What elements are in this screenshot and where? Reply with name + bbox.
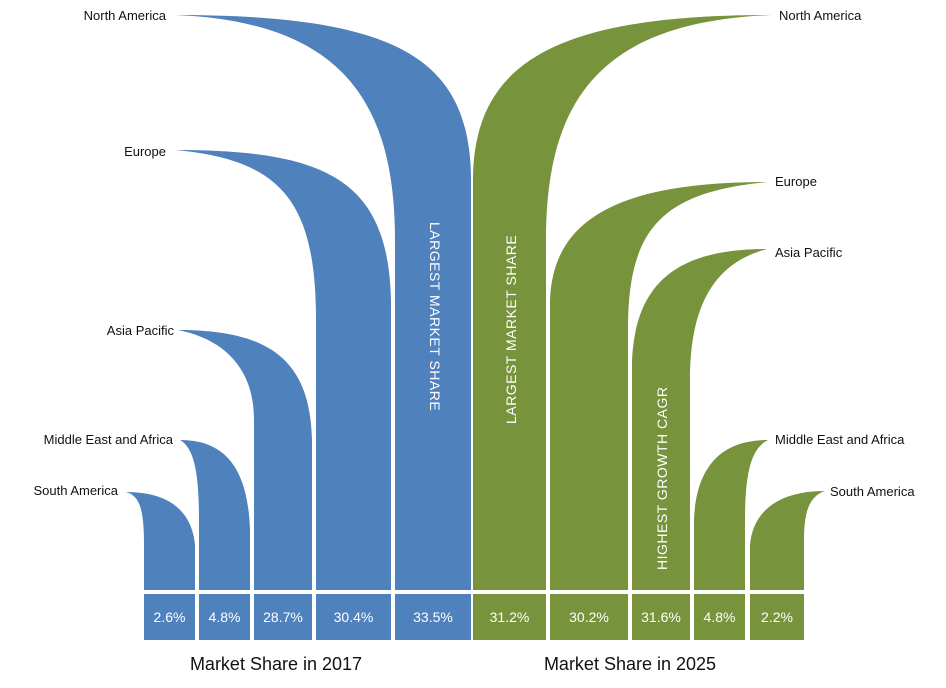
bar-2017-north-america <box>176 15 471 590</box>
value-label-2025-middle-east-africa: 4.8% <box>704 609 736 625</box>
series-2025 <box>473 15 825 640</box>
region-label-2017-south-america: South America <box>33 483 118 498</box>
value-box-2025-2 <box>632 594 690 640</box>
region-label-2017-north-america: North America <box>84 8 167 23</box>
bar-2025-south-america <box>750 491 825 590</box>
value-label-2017-north-america: 33.5% <box>413 609 453 625</box>
value-box-2025-4 <box>750 594 804 640</box>
callout-2025-highest-growth-cagr: HIGHEST GROWTH CAGR <box>654 387 670 570</box>
value-label-2025-asia-pacific: 31.6% <box>641 609 681 625</box>
value-label-2025-south-america: 2.2% <box>761 609 793 625</box>
bar-2017-middle-east-africa <box>180 440 250 590</box>
bar-2025-north-america <box>473 15 771 590</box>
bar-2017-south-america <box>126 492 195 590</box>
caption-2025: Market Share in 2025 <box>544 654 716 674</box>
value-label-2017-middle-east-africa: 4.8% <box>209 609 241 625</box>
value-box-2017-4 <box>395 594 471 640</box>
region-label-2017-europe: Europe <box>124 144 166 159</box>
value-label-2017-south-america: 2.6% <box>154 609 186 625</box>
series-2017 <box>126 15 471 640</box>
value-label-2017-europe: 30.4% <box>334 609 374 625</box>
value-box-2017-1 <box>199 594 250 640</box>
callout-2017-largest-market-share: LARGEST MARKET SHARE <box>427 222 443 411</box>
region-label-2025-south-america: South America <box>830 484 915 499</box>
region-label-2017-asia-pacific: Asia Pacific <box>107 323 175 338</box>
bar-2017-europe <box>176 150 391 590</box>
value-label-2025-north-america: 31.2% <box>490 609 530 625</box>
value-box-2025-1 <box>550 594 628 640</box>
region-label-2017-middle-east-africa: Middle East and Africa <box>44 432 174 447</box>
region-label-2025-europe: Europe <box>775 174 817 189</box>
callout-2025-largest-market-share: LARGEST MARKET SHARE <box>503 235 519 424</box>
value-label-2025-europe: 30.2% <box>569 609 609 625</box>
value-box-2017-2 <box>254 594 312 640</box>
bar-2025-europe <box>550 182 768 590</box>
value-box-2025-3 <box>694 594 745 640</box>
region-label-2025-asia-pacific: Asia Pacific <box>775 245 843 260</box>
bar-2025-asia-pacific <box>632 249 767 590</box>
value-label-2017-asia-pacific: 28.7% <box>263 609 303 625</box>
region-label-2025-north-america: North America <box>779 8 862 23</box>
bar-2017-asia-pacific <box>178 330 312 590</box>
region-label-2025-middle-east-africa: Middle East and Africa <box>775 432 905 447</box>
caption-2017: Market Share in 2017 <box>190 654 362 674</box>
value-box-2017-0 <box>144 594 195 640</box>
bar-2025-middle-east-africa <box>694 440 768 590</box>
value-box-2017-3 <box>316 594 391 640</box>
value-box-2025-0 <box>473 594 546 640</box>
